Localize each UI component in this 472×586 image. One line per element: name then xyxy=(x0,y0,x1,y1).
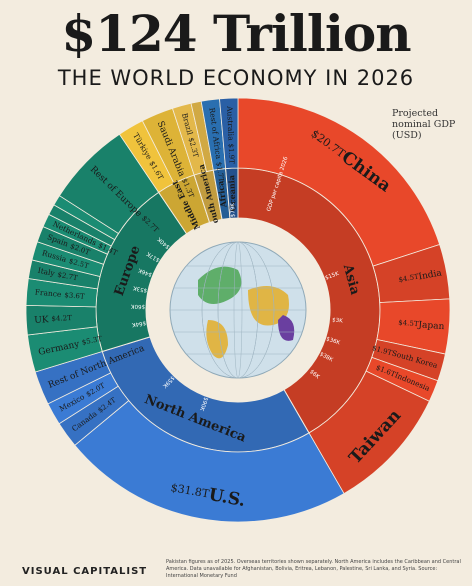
gdp-per-capita-value: $6K xyxy=(308,369,320,381)
gdp-per-capita-value: $64K xyxy=(131,319,146,327)
country-label: $4.5TIndia xyxy=(398,268,443,286)
globe-continent xyxy=(248,286,289,326)
gdp-per-capita-value: $46K xyxy=(137,267,153,278)
region-label: Oceania xyxy=(226,175,238,212)
gdp-per-capita-value: $15K xyxy=(324,271,340,282)
projected-gdp-note: Projected nominal GDP (USD) xyxy=(392,108,456,141)
gdp-per-capita-value: $3K xyxy=(332,317,344,324)
brand-logo: VISUAL CAPITALIST xyxy=(22,566,148,577)
gdp-per-capita-value: $60K xyxy=(131,303,146,310)
country-label: $4.5TJapan xyxy=(398,318,445,332)
region-label: Africa xyxy=(215,180,229,209)
gdp-per-capita-value: $36K xyxy=(325,336,341,346)
page-title: $124 Trillion xyxy=(61,4,411,63)
page-subtitle: THE WORLD ECONOMY IN 2026 xyxy=(57,66,415,90)
gdp-per-capita-value: $79K xyxy=(230,203,237,218)
globe-continent xyxy=(278,315,295,341)
gdp-per-capita-value: $53K xyxy=(132,284,147,293)
globe-continent xyxy=(198,266,242,304)
footer-notes: Pakistan figures as of 2025. Overseas te… xyxy=(166,559,461,579)
country-label: Australia$1.9T xyxy=(225,105,237,164)
country-label: Italy$2.7T xyxy=(37,266,79,283)
country-label: UK $4.2T xyxy=(34,314,72,326)
gdp-per-capita-value: $90K xyxy=(198,396,209,412)
country-wedge-australia xyxy=(219,97,239,169)
country-label: France $3.6T xyxy=(34,288,85,301)
globe-continent xyxy=(206,320,228,359)
